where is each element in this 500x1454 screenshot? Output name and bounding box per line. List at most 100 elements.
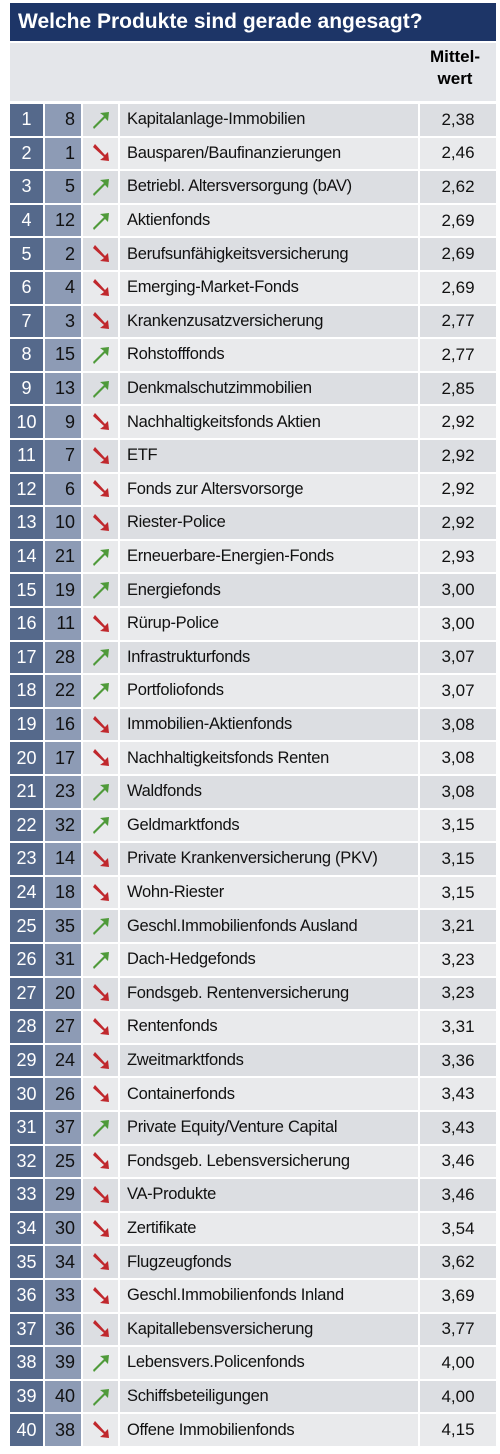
mean-value: 2,38 — [420, 104, 496, 136]
rank: 1 — [10, 104, 43, 136]
trend-arrow — [92, 346, 109, 364]
rank: 18 — [10, 675, 43, 707]
value-header: Mittel- wert — [420, 46, 490, 90]
trend-cell — [83, 339, 118, 371]
trend-arrow — [92, 1017, 109, 1035]
mean-value: 3,77 — [420, 1313, 496, 1346]
trend-cell — [83, 944, 118, 976]
rank: 23 — [10, 843, 43, 875]
mean-value: 2,77 — [420, 305, 496, 338]
trend-arrow — [92, 446, 109, 464]
trend-arrow — [92, 582, 109, 600]
value-header-line: Mittel- — [429, 47, 481, 66]
mean-value: 3,15 — [420, 809, 496, 842]
product-name: Rentenfonds — [120, 1011, 418, 1043]
mean-value: 3,07 — [420, 641, 496, 674]
rank: 37 — [10, 1313, 43, 1346]
trend-arrow — [92, 1152, 109, 1170]
trend-arrow — [92, 1421, 109, 1439]
trend-cell — [83, 1246, 118, 1278]
previous-rank: 21 — [45, 540, 81, 573]
trend-arrow — [92, 413, 109, 431]
rank: 2 — [10, 137, 43, 170]
mean-value: 3,62 — [420, 1246, 496, 1278]
product-name: Riester-Police — [120, 507, 418, 539]
trend-arrow — [92, 918, 109, 936]
rank: 12 — [10, 473, 43, 506]
mean-value: 2,92 — [420, 440, 496, 472]
trend-arrow — [92, 212, 109, 230]
rank: 21 — [10, 776, 43, 808]
trend-arrow — [92, 245, 109, 263]
rank: 36 — [10, 1280, 43, 1312]
product-name: Containerfonds — [120, 1078, 418, 1110]
trend-cell — [83, 574, 118, 606]
previous-rank: 8 — [45, 104, 81, 136]
product-name: Portfoliofonds — [120, 675, 418, 707]
trend-cell — [83, 406, 118, 438]
trend-cell — [83, 507, 118, 539]
mean-value: 3,43 — [420, 1078, 496, 1110]
previous-rank: 4 — [45, 272, 81, 304]
previous-rank: 5 — [45, 171, 81, 203]
rank: 31 — [10, 1112, 43, 1144]
previous-rank: 35 — [45, 910, 81, 942]
product-name: Energiefonds — [120, 574, 418, 606]
rank: 14 — [10, 540, 43, 573]
trend-cell — [83, 675, 118, 707]
trend-cell — [83, 708, 118, 741]
value-header-line: wert — [437, 69, 473, 88]
trend-cell — [83, 1011, 118, 1043]
mean-value: 3,08 — [420, 708, 496, 741]
trend-arrow — [92, 1320, 109, 1338]
trend-cell — [83, 1414, 118, 1446]
rank: 26 — [10, 944, 43, 976]
mean-value: 4,00 — [420, 1380, 496, 1413]
mean-value: 3,15 — [420, 843, 496, 875]
trend-arrow — [92, 1185, 109, 1203]
product-name: Betriebl. Altersversorgung (bAV) — [120, 171, 418, 203]
previous-rank: 30 — [45, 1212, 81, 1245]
product-name: Lebensvers.Policenfonds — [120, 1347, 418, 1379]
trend-cell — [83, 238, 118, 270]
previous-rank: 7 — [45, 440, 81, 472]
trend-cell — [83, 1145, 118, 1178]
product-name: Flugzeugfonds — [120, 1246, 418, 1278]
previous-rank: 15 — [45, 339, 81, 371]
trend-arrow — [92, 1119, 109, 1137]
product-name: Rürup-Police — [120, 608, 418, 640]
trend-cell — [83, 540, 118, 573]
trend-arrow — [92, 649, 109, 667]
mean-value: 3,23 — [420, 944, 496, 976]
rank: 30 — [10, 1078, 43, 1110]
mean-value: 3,23 — [420, 977, 496, 1010]
previous-rank: 14 — [45, 843, 81, 875]
trend-cell — [83, 608, 118, 640]
previous-rank: 17 — [45, 742, 81, 774]
rank: 29 — [10, 1044, 43, 1077]
product-name: Kapitallebensversicherung — [120, 1313, 418, 1346]
trend-cell — [83, 440, 118, 472]
trend-arrow — [92, 513, 109, 531]
rank: 17 — [10, 641, 43, 674]
previous-rank: 9 — [45, 406, 81, 438]
mean-value: 3,07 — [420, 675, 496, 707]
trend-arrow — [92, 1085, 109, 1103]
previous-rank: 37 — [45, 1112, 81, 1144]
rank: 35 — [10, 1246, 43, 1278]
previous-rank: 25 — [45, 1145, 81, 1178]
mean-value: 3,21 — [420, 910, 496, 942]
trend-cell — [83, 910, 118, 942]
product-name: ETF — [120, 440, 418, 472]
trend-arrow — [92, 849, 109, 867]
rank: 13 — [10, 507, 43, 539]
mean-value: 3,08 — [420, 776, 496, 808]
trend-arrow — [92, 1354, 109, 1372]
trend-cell — [83, 473, 118, 506]
trend-cell — [83, 1078, 118, 1110]
rank: 19 — [10, 708, 43, 741]
previous-rank: 13 — [45, 372, 81, 405]
product-name: Nachhaltigkeitsfonds Aktien — [120, 406, 418, 438]
product-name: Aktienfonds — [120, 204, 418, 237]
product-name: Fonds zur Altersvorsorge — [120, 473, 418, 506]
